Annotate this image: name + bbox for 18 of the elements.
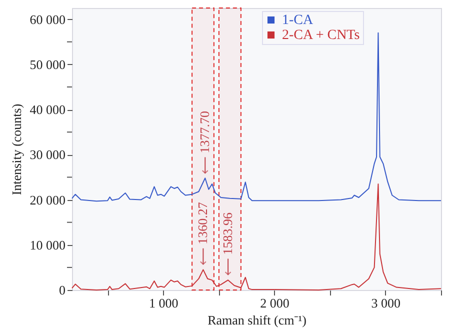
x-tick-label: 3 000 — [371, 296, 401, 310]
y-tick-label: 20 000 — [30, 192, 66, 208]
x-tick-label: 2 000 — [260, 296, 290, 310]
y-tick-label: 60 000 — [30, 12, 66, 27]
x-axis-title: Raman shift (cm⁻¹) — [208, 312, 306, 328]
legend-label: 1-CA — [282, 13, 314, 28]
annotation: 1377.70 — [197, 110, 212, 154]
annotation: 1360.27 — [195, 202, 210, 244]
x-tick-label: 1 000 — [149, 296, 178, 310]
y-tick-label: 10 000 — [30, 237, 66, 252]
legend-label: 2-CA + CNTs — [282, 28, 360, 43]
annotation: 1583.96 — [220, 212, 236, 255]
y-tick-label: 40 000 — [30, 102, 66, 118]
y-tick-label: 50 000 — [30, 56, 66, 72]
line-series — [72, 183, 442, 290]
y-tick-label: 0 — [59, 282, 66, 298]
y-axis-title: Intensity (counts) — [8, 104, 24, 196]
y-tick-label: 30 000 — [30, 147, 66, 162]
